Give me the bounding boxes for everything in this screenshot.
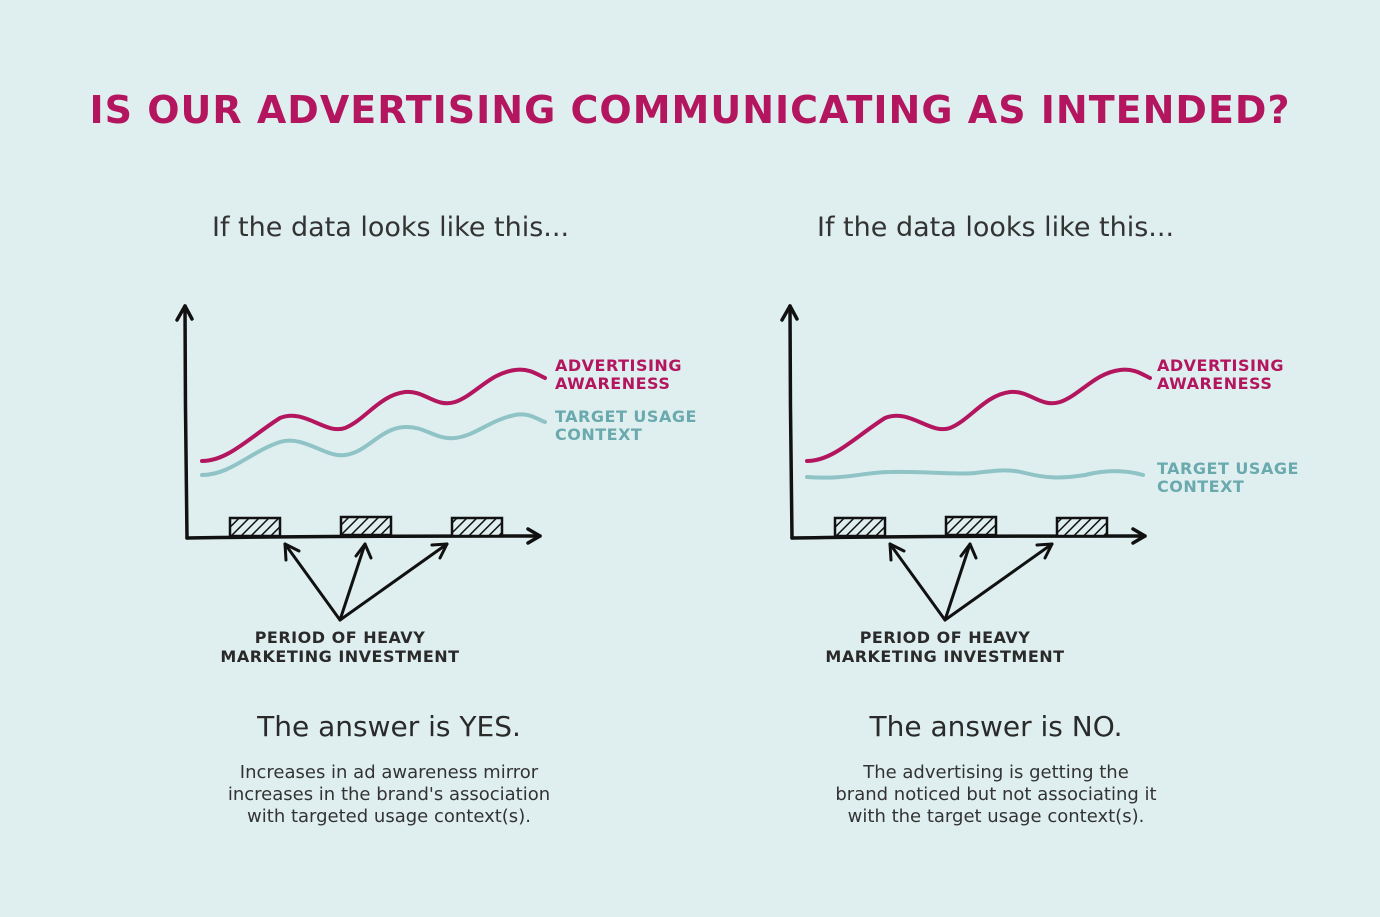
pointer-arrow-icon bbox=[943, 542, 1054, 622]
series-label-awareness: ADVERTISING AWARENESS bbox=[1157, 356, 1284, 393]
period-label: PERIOD OF HEAVY MARKETING INVESTMENT bbox=[825, 628, 1065, 666]
pointer-arrow-icon bbox=[888, 542, 947, 622]
hatched-block-icon bbox=[944, 515, 998, 537]
answer-explanation: Increases in ad awareness mirror increas… bbox=[227, 762, 551, 827]
hatched-block-icon bbox=[339, 515, 393, 537]
line-chart-yes bbox=[175, 304, 547, 622]
answer-explanation: The advertising is getting the brand not… bbox=[835, 762, 1157, 827]
period-label: PERIOD OF HEAVY MARKETING INVESTMENT bbox=[220, 628, 460, 666]
arrow-right-icon bbox=[1131, 527, 1147, 545]
pointer-arrow-icon bbox=[338, 542, 449, 622]
answer-heading: The answer is NO. bbox=[869, 710, 1123, 743]
pointer-arrow-icon bbox=[283, 542, 342, 622]
y-axis bbox=[788, 304, 794, 540]
pointer-arrow-icon bbox=[338, 542, 367, 622]
series-label-usage: TARGET USAGE CONTEXT bbox=[555, 407, 697, 444]
usage-line bbox=[805, 468, 1145, 480]
answer-heading: The answer is YES. bbox=[257, 710, 521, 743]
y-axis bbox=[183, 304, 189, 540]
series-label-awareness: ADVERTISING AWARENESS bbox=[555, 356, 682, 393]
panel-intro: If the data looks like this... bbox=[212, 212, 570, 243]
arrow-right-icon bbox=[526, 527, 542, 545]
page-title: IS OUR ADVERTISING COMMUNICATING AS INTE… bbox=[89, 88, 1291, 132]
pointer-arrow-icon bbox=[943, 542, 972, 622]
series-label-usage: TARGET USAGE CONTEXT bbox=[1157, 459, 1299, 496]
line-chart-no bbox=[780, 304, 1152, 622]
panel-yes: If the data looks like this... bbox=[90, 200, 710, 860]
arrow-up-icon bbox=[175, 304, 194, 322]
hatched-block-icon bbox=[228, 516, 282, 538]
hatched-block-icon bbox=[450, 516, 504, 538]
panel-intro: If the data looks like this... bbox=[817, 212, 1175, 243]
awareness-line bbox=[200, 367, 547, 463]
awareness-line bbox=[805, 367, 1152, 463]
arrow-up-icon bbox=[780, 304, 799, 322]
hatched-block-icon bbox=[1055, 516, 1109, 538]
hatched-block-icon bbox=[833, 516, 887, 538]
usage-line bbox=[200, 412, 547, 477]
panel-no: If the data looks like this... bbox=[695, 200, 1315, 860]
